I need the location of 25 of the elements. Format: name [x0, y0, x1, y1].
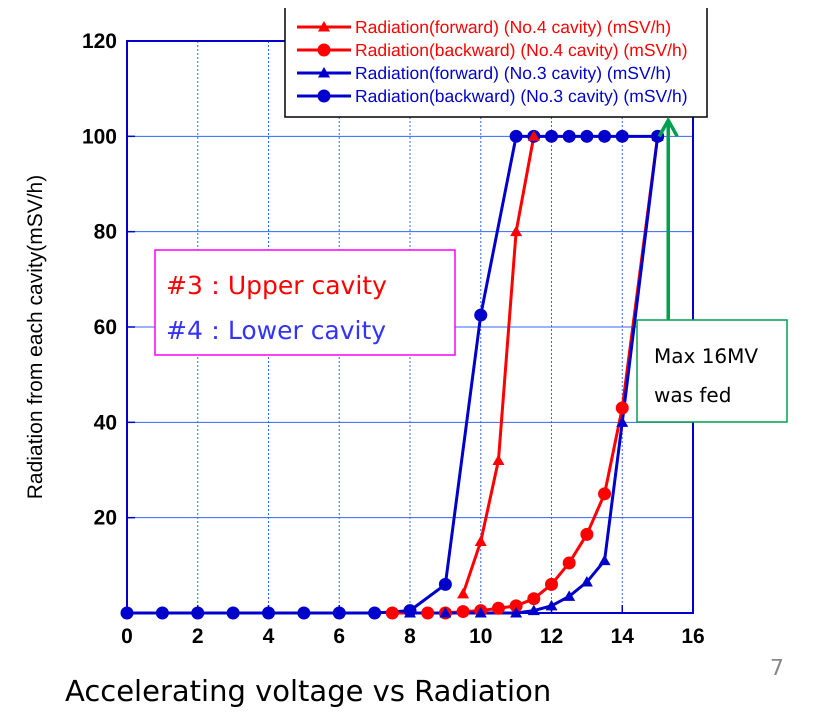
- x-tick-label: 16: [681, 625, 705, 648]
- annotation: Max 16MV was fed: [654, 344, 758, 407]
- x-tick-label: 8: [404, 625, 416, 648]
- legend-label: Radiation(backward) (No.3 cavity) (mSV/h): [355, 86, 688, 106]
- y-tick-label: 80: [94, 220, 117, 244]
- text: 7: [770, 656, 784, 681]
- y-tick-label: 60: [94, 316, 117, 339]
- x-tick-label: 14: [610, 625, 634, 648]
- legend-label: Radiation(forward) (No.4 cavity) (mSV/h): [355, 17, 672, 37]
- annotation: #3：Upper cavity: [166, 271, 388, 300]
- legend-label: Radiation(backward) (No.4 cavity) (mSV/h): [355, 40, 688, 60]
- legend-label: Radiation(forward) (No.3 cavity) (mSV/h): [355, 63, 672, 83]
- x-tick-label: 12: [540, 625, 564, 648]
- x-tick-label: 0: [121, 625, 133, 648]
- x-tick-label: 6: [333, 625, 346, 648]
- y-tick-label: 20: [94, 506, 117, 530]
- x-tick-label: 10: [469, 625, 492, 648]
- x-tick-label: 2: [192, 625, 204, 648]
- y-tick-label: 120: [82, 30, 117, 53]
- annotation: #4：Lower cavity: [166, 316, 386, 345]
- text: Accelerating voltage vs Radiation: [65, 674, 552, 708]
- y-tick-label: 100: [82, 125, 117, 148]
- y-axis-title: Radiation from each cavity(mSV/h): [24, 174, 47, 500]
- y-tick-label: 40: [94, 411, 117, 434]
- x-tick-label: 4: [262, 625, 275, 648]
